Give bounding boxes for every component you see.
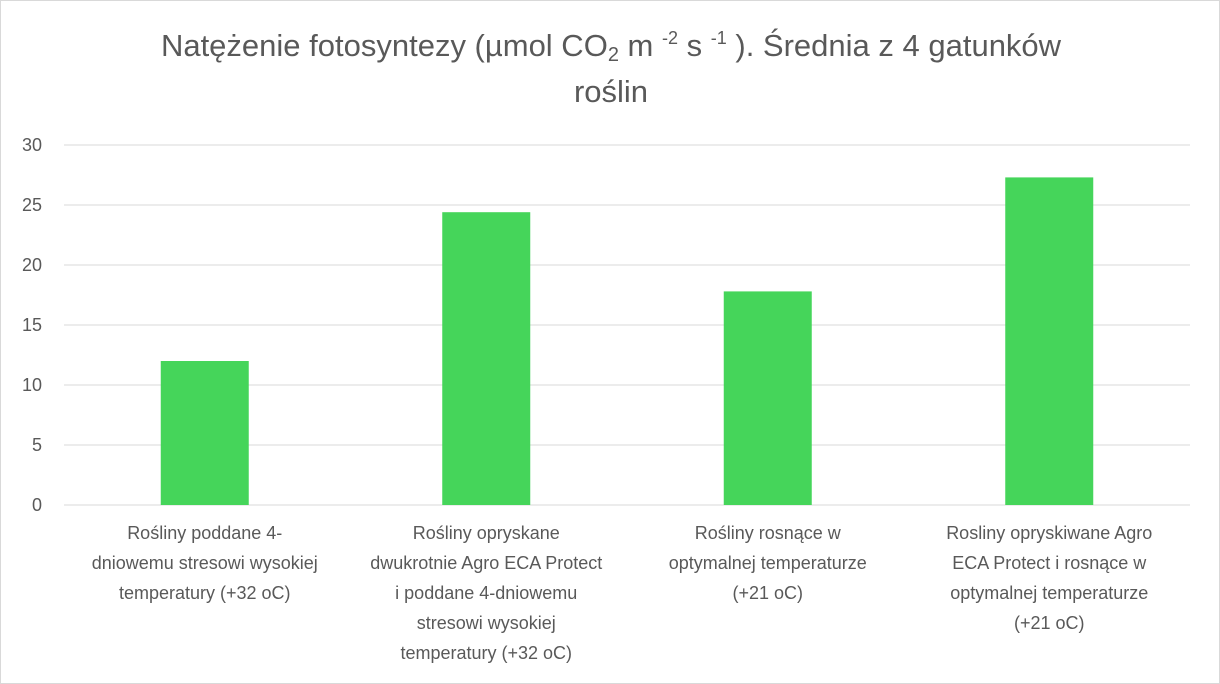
x-category-label-3-line-2: optymalnej temperaturze (669, 553, 867, 573)
title-subscript-2: 2 (607, 44, 619, 66)
x-category-label-2-line-3: i poddane 4-dniowemu (395, 583, 577, 603)
x-category-label-1-line-3: temperatury (+32 oC) (119, 583, 291, 603)
y-tick-label-25: 25 (22, 195, 42, 215)
title-text-b: m (618, 28, 662, 63)
chart-title: Natężenie fotosyntezy (µmol CO2 m -2 s -… (81, 23, 1141, 115)
x-category-label-1-line-1: Rośliny poddane 4- (127, 523, 282, 543)
x-category-label-4-line-2: ECA Protect i rosnące w (952, 553, 1147, 573)
bar-4 (1005, 177, 1094, 505)
x-category-label-4-line-4: (+21 oC) (1014, 613, 1085, 633)
x-category-label-1-line-2: dniowemu stresowi wysokiej (92, 553, 318, 573)
x-category-label-2-line-2: dwukrotnie Agro ECA Protect (370, 553, 602, 573)
bar-1 (160, 361, 249, 505)
y-tick-label-20: 20 (22, 255, 42, 275)
x-category-label-4-line-3: optymalnej temperaturze (950, 583, 1148, 603)
title-text-a: Natężenie fotosyntezy (µmol CO (160, 28, 608, 63)
x-category-label-2-line-1: Rośliny opryskane (413, 523, 560, 543)
x-category-label-4-line-1: Rosliny opryskiwane Agro (946, 523, 1152, 543)
x-category-label-3-line-1: Rośliny rosnące w (695, 523, 842, 543)
title-superscript-minus2: -2 (662, 28, 679, 48)
y-tick-label-15: 15 (22, 315, 42, 335)
x-category-label-2-line-4: stresowi wysokiej (417, 613, 556, 633)
y-tick-label-30: 30 (22, 135, 42, 155)
y-tick-label-5: 5 (32, 435, 42, 455)
title-superscript-minus1: -1 (710, 28, 727, 48)
title-text-d: ). Średnia z 4 gatunków (726, 28, 1062, 63)
y-tick-label-0: 0 (32, 495, 42, 515)
title-text-line2: roślin (573, 74, 649, 109)
title-text-c: s (678, 28, 711, 63)
x-category-label-2-line-5: temperatury (+32 oC) (400, 643, 572, 663)
bar-3 (723, 291, 812, 505)
x-category-label-3-line-3: (+21 oC) (732, 583, 803, 603)
bar-2 (442, 212, 531, 505)
y-tick-label-10: 10 (22, 375, 42, 395)
